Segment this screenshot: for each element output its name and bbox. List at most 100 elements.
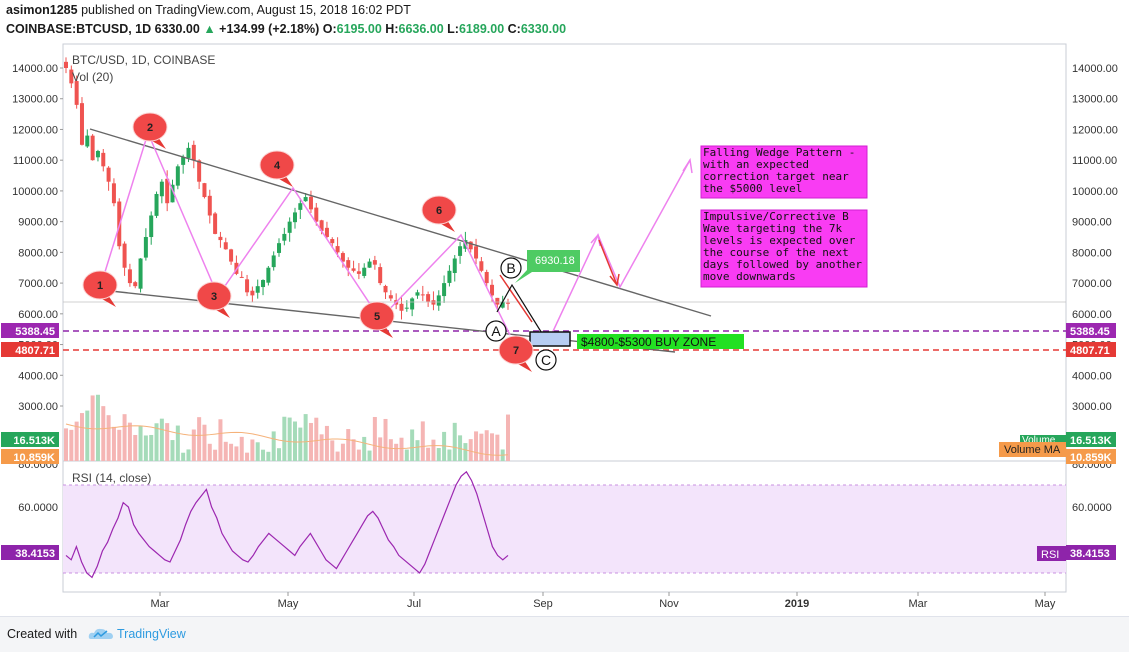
candle-body bbox=[340, 253, 345, 262]
volume-bar bbox=[138, 425, 143, 461]
volume-ma-line bbox=[65, 423, 509, 456]
candle-body bbox=[271, 255, 276, 268]
time-tick-label: 2019 bbox=[785, 598, 809, 610]
wave-marker-4 bbox=[259, 150, 295, 180]
level-label-right: 4807.71 bbox=[1070, 345, 1110, 357]
candle-body bbox=[372, 260, 377, 265]
note-box-1 bbox=[700, 145, 868, 199]
candle-body bbox=[255, 286, 260, 293]
price-tick-left: 6000.00 bbox=[18, 309, 58, 321]
volume-bar bbox=[340, 443, 345, 461]
volume-bar bbox=[106, 415, 111, 461]
candle-body bbox=[159, 181, 164, 197]
volume-bar bbox=[181, 452, 186, 461]
volume-bar bbox=[101, 406, 106, 461]
volume-bar bbox=[90, 395, 95, 461]
volume-bar bbox=[191, 429, 196, 461]
level-label-right-bg bbox=[1066, 342, 1116, 357]
volume-bar bbox=[442, 431, 447, 461]
candle-body bbox=[202, 183, 207, 198]
red-down-arrow-line bbox=[598, 239, 618, 286]
author-name[interactable]: asimon1285 bbox=[6, 3, 78, 17]
low-label: L: bbox=[447, 22, 459, 36]
price-chart[interactable]: 14000.0013000.0012000.0011000.0010000.00… bbox=[0, 0, 1129, 616]
candle-body bbox=[191, 144, 196, 161]
candle-body bbox=[330, 239, 335, 244]
price-tick-left: 4000.00 bbox=[18, 370, 58, 382]
volume-bar bbox=[330, 440, 335, 461]
price-tick-right: 6000.00 bbox=[1072, 309, 1112, 321]
volume-bar bbox=[122, 414, 127, 461]
open-value: 6195.00 bbox=[336, 22, 382, 36]
candle-body bbox=[362, 267, 367, 276]
wave-label: 6 bbox=[436, 205, 442, 217]
volume-bar bbox=[303, 414, 308, 461]
abc-path bbox=[496, 283, 549, 344]
price-tick-left: 12000.00 bbox=[12, 124, 58, 136]
volume-bar bbox=[474, 431, 479, 461]
high-value: 6636.00 bbox=[398, 22, 444, 36]
volume-bar bbox=[266, 451, 271, 461]
wave-label: 7 bbox=[513, 345, 519, 357]
volume-bar bbox=[143, 435, 148, 461]
candle-body bbox=[490, 284, 495, 296]
level-label-left-bg bbox=[1, 323, 59, 338]
volume-bar bbox=[159, 418, 164, 461]
volume-bar bbox=[378, 437, 383, 461]
candle-body bbox=[292, 212, 297, 223]
candle-body bbox=[447, 270, 452, 283]
price-tick-left: 14000.00 bbox=[12, 63, 58, 75]
price-tick-right: 13000.00 bbox=[1072, 94, 1118, 106]
candles bbox=[64, 57, 510, 320]
volume-label-left: 10.859K bbox=[13, 452, 55, 464]
last-price: 6330.00 bbox=[154, 22, 200, 36]
volume-bar bbox=[410, 429, 415, 461]
volume-bar bbox=[95, 394, 100, 461]
candle-body bbox=[170, 184, 175, 203]
red-down-arrow-icon bbox=[609, 273, 620, 287]
time-tick-label: Mar bbox=[151, 598, 170, 610]
candle-body bbox=[85, 135, 90, 147]
candle-body bbox=[431, 300, 436, 305]
rsi-tick-left: 60.0000 bbox=[18, 502, 58, 514]
candle-body bbox=[223, 242, 228, 250]
level-label-left-bg bbox=[1, 342, 59, 357]
volume-label-left: 16.513K bbox=[13, 435, 55, 447]
candle-body bbox=[175, 166, 180, 186]
price-tick-right: 10000.00 bbox=[1072, 186, 1118, 198]
candle-body bbox=[378, 267, 383, 284]
price-change: +134.99 (+2.18%) bbox=[219, 22, 320, 36]
note-box-2 bbox=[700, 209, 868, 288]
time-tick-label: May bbox=[1035, 598, 1056, 610]
candle-body bbox=[95, 150, 100, 158]
volume-bar bbox=[261, 449, 266, 461]
candle-body bbox=[277, 243, 282, 253]
wave-marker-6 bbox=[421, 195, 457, 225]
price-tick-right: 12000.00 bbox=[1072, 124, 1118, 136]
candle-body bbox=[468, 241, 473, 250]
volume-bar bbox=[463, 443, 468, 461]
time-axis[interactable]: Mar May Jul Sep Nov 2019 Mar May bbox=[151, 592, 1056, 610]
volume-bar bbox=[372, 416, 377, 461]
candle-body bbox=[90, 135, 95, 161]
abc-markers: A B C bbox=[485, 257, 557, 371]
volume-bar bbox=[282, 416, 287, 461]
candle-body bbox=[266, 267, 271, 283]
close-value: 6330.00 bbox=[520, 22, 567, 36]
candle-body bbox=[154, 193, 159, 216]
volume-bar bbox=[506, 414, 510, 461]
candle-body bbox=[383, 285, 388, 293]
price-tick-left: 3000.00 bbox=[18, 401, 58, 413]
candle-body bbox=[74, 81, 79, 105]
level-label-left: 4807.71 bbox=[15, 345, 55, 357]
volume-bar bbox=[383, 418, 388, 461]
tradingview-link[interactable]: TradingView bbox=[117, 627, 186, 641]
volume-bar bbox=[308, 422, 313, 461]
candle-body bbox=[101, 152, 106, 167]
volume-bar bbox=[468, 439, 473, 461]
price-tick-right: 3000.00 bbox=[1072, 401, 1112, 413]
volume-ma-tag-bg bbox=[999, 442, 1066, 457]
rsi-tag: RSI bbox=[1041, 549, 1059, 561]
candle-body bbox=[79, 103, 84, 145]
candle-body bbox=[149, 215, 154, 238]
